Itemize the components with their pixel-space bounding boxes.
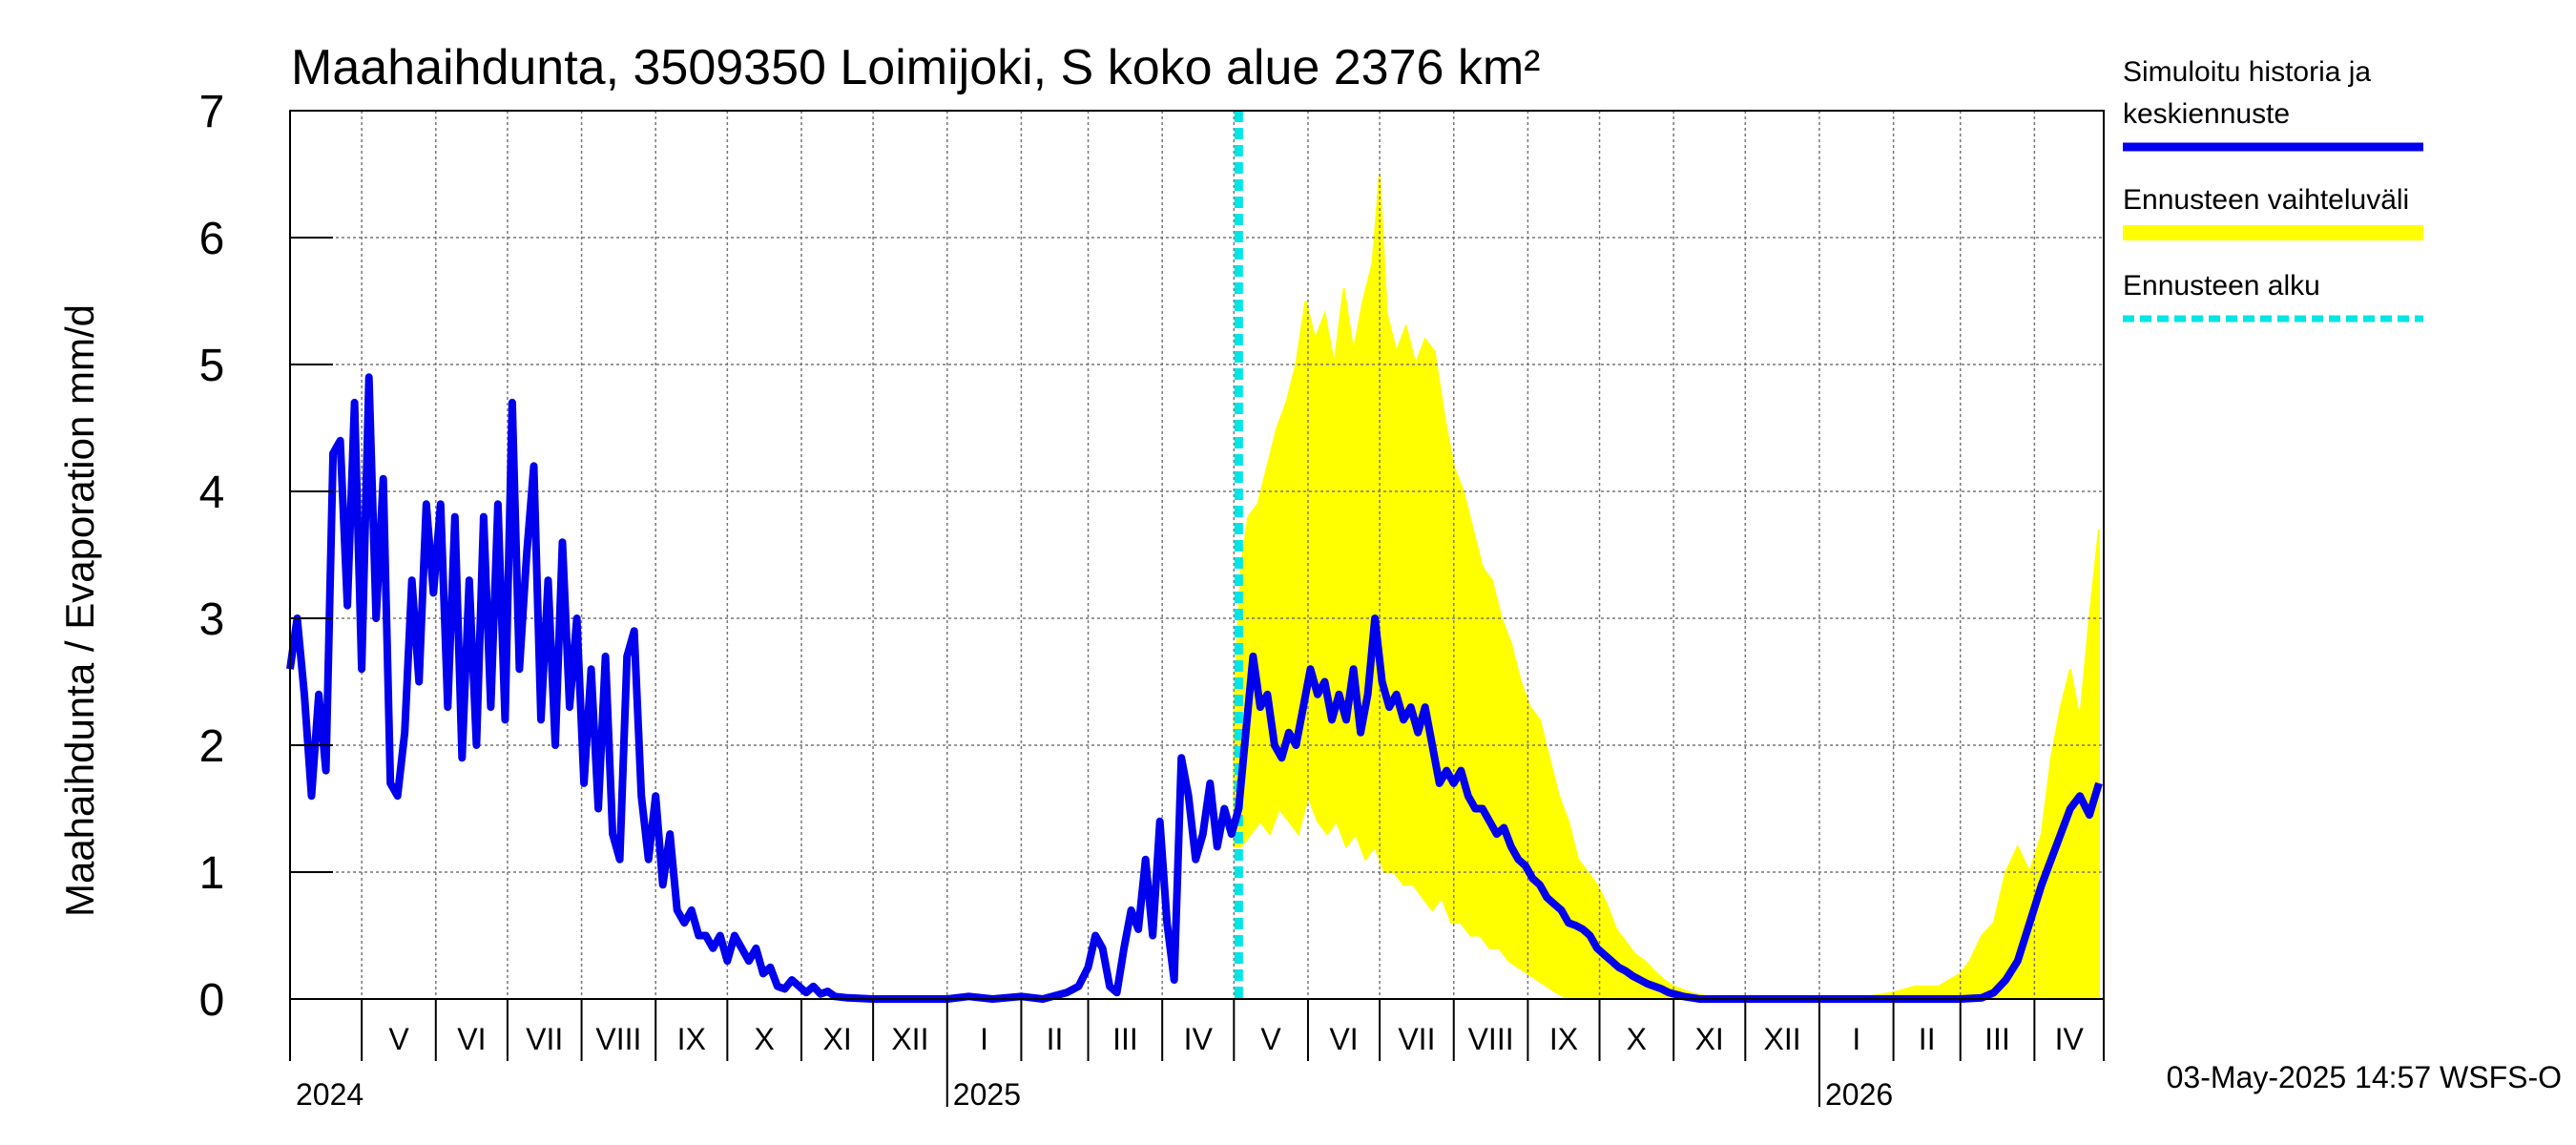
y-axis-label: Maahaihdunta / Evaporation mm/d bbox=[57, 304, 102, 917]
y-tick-label: 1 bbox=[199, 848, 225, 899]
x-month-label: II bbox=[1919, 1022, 1936, 1056]
y-tick-labels: 0 1 2 3 4 5 6 7 bbox=[199, 87, 333, 1026]
legend-label: Ennusteen vaihteluväli bbox=[2123, 184, 2409, 216]
x-month-label: XI bbox=[1695, 1022, 1724, 1056]
forecast-range-area bbox=[1233, 174, 2100, 1000]
legend-label: Ennusteen alku bbox=[2123, 270, 2320, 302]
y-tick-label: 0 bbox=[199, 975, 225, 1026]
y-tick-label: 7 bbox=[199, 87, 225, 137]
x-year-label: 2026 bbox=[1825, 1077, 1893, 1112]
x-month-label: XII bbox=[891, 1022, 928, 1056]
timestamp-label: 03-May-2025 14:57 WSFS-O bbox=[2167, 1060, 2562, 1094]
x-month-label: VI bbox=[1329, 1022, 1358, 1056]
x-month-label: IV bbox=[2055, 1022, 2085, 1056]
y-tick-label: 6 bbox=[199, 214, 225, 264]
x-month-label: IV bbox=[1184, 1022, 1214, 1056]
x-month-label: V bbox=[388, 1022, 409, 1056]
x-month-label: XII bbox=[1764, 1022, 1801, 1056]
y-tick-label: 5 bbox=[199, 341, 225, 391]
x-axis: V VI VII VIII IX X XI XII I II III IV V VI VII VIII IX X X… bbox=[289, 999, 2105, 1112]
forecast-range-band bbox=[1233, 174, 2100, 1000]
x-month-label: I bbox=[1852, 1022, 1860, 1056]
x-month-label: V bbox=[1260, 1022, 1281, 1056]
legend-label: Simuloitu historia ja bbox=[2123, 56, 2371, 88]
grid bbox=[290, 111, 2104, 999]
x-month-label: III bbox=[1984, 1022, 2010, 1056]
x-month-label: VIII bbox=[1468, 1022, 1514, 1056]
x-month-label: I bbox=[980, 1022, 988, 1056]
chart-title: Maahaihdunta, 3509350 Loimijoki, S koko … bbox=[291, 40, 1541, 95]
x-month-label: VI bbox=[457, 1022, 486, 1056]
legend-label: keskiennuste bbox=[2123, 98, 2290, 130]
x-month-label: III bbox=[1112, 1022, 1138, 1056]
plot-frame bbox=[289, 110, 2105, 1000]
x-month-label: XI bbox=[822, 1022, 851, 1056]
x-month-label: IX bbox=[1549, 1022, 1578, 1056]
x-month-label: II bbox=[1047, 1022, 1064, 1056]
x-year-label: 2025 bbox=[953, 1077, 1021, 1112]
simulated-series bbox=[286, 373, 2103, 1003]
simulated-line bbox=[286, 373, 2103, 1003]
x-month-label: VII bbox=[1398, 1022, 1435, 1056]
y-tick-label: 3 bbox=[199, 594, 225, 645]
x-month-label: VII bbox=[526, 1022, 563, 1056]
x-month-label: VIII bbox=[595, 1022, 641, 1056]
x-month-label: X bbox=[1627, 1022, 1647, 1056]
x-month-label: X bbox=[755, 1022, 775, 1056]
legend: Simuloitu historia ja keskiennuste Ennuste… bbox=[2123, 56, 2423, 323]
x-year-label: 2024 bbox=[296, 1077, 364, 1112]
y-tick-label: 4 bbox=[199, 468, 225, 518]
y-tick-label: 2 bbox=[199, 721, 225, 772]
x-month-label: IX bbox=[677, 1022, 706, 1056]
